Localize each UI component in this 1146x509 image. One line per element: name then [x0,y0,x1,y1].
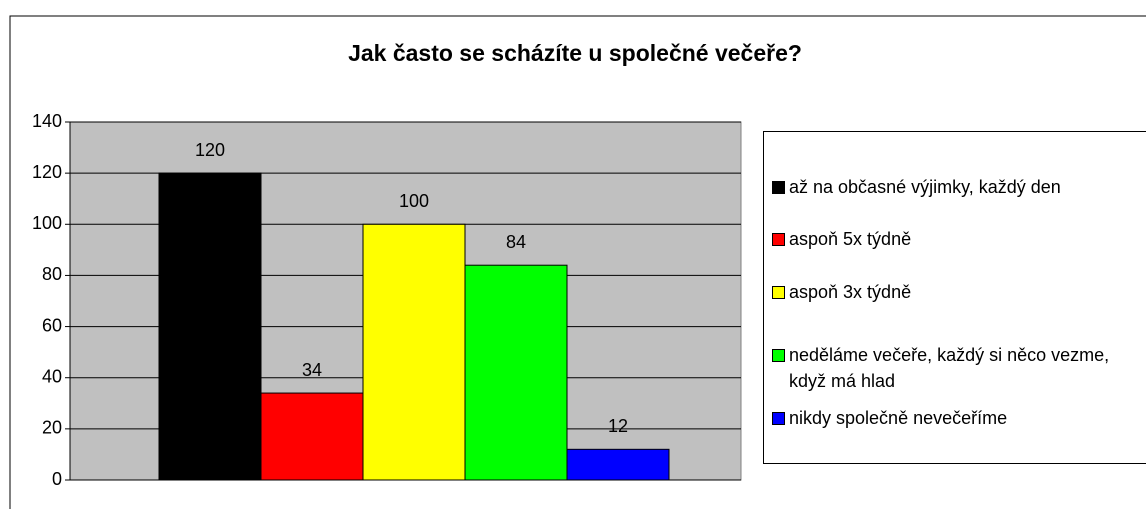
data-label: 120 [195,140,225,160]
legend-label: aspoň 5x týdně [789,229,912,249]
legend-label: neděláme večeře, každý si něco vezme, kd… [789,345,1110,391]
y-tick-label: 60 [42,315,62,335]
bar [260,392,364,481]
data-label: 84 [506,232,526,252]
legend-entry: aspoň 5x týdně [772,226,1146,252]
bar [158,172,262,481]
y-tick-label: 100 [32,213,62,233]
y-tick-label: 80 [42,264,62,284]
legend-swatch [772,349,785,362]
bar [566,448,670,481]
y-tick-label: 0 [52,469,62,489]
y-tick-label: 140 [32,111,62,131]
data-label: 100 [399,191,429,211]
legend-swatch [772,233,785,246]
legend-entry: až na občasné výjimky, každý den [772,174,1146,200]
y-tick-label: 120 [32,162,62,182]
legend-entry: aspoň 3x týdně [772,279,1146,305]
legend-label: aspoň 3x týdně [789,282,912,302]
bar [464,264,568,481]
legend: až na občasné výjimky, každý den aspoň 5x… [763,131,1146,464]
legend-swatch [772,412,785,425]
bar [362,223,466,481]
legend-label: až na občasné výjimky, každý den [789,177,1061,197]
data-label: 34 [302,360,322,380]
y-tick-label: 20 [42,418,62,438]
legend-entry: neděláme večeře, každý si něco vezme, kd… [772,342,1146,394]
data-label: 12 [608,416,628,436]
legend-swatch [772,181,785,194]
legend-swatch [772,286,785,299]
chart-title: Jak často se scházíte u společné večeře? [348,40,802,66]
legend-entry: nikdy společně nevečeříme [772,405,1146,431]
legend-label: nikdy společně nevečeříme [789,408,1008,428]
y-tick-label: 40 [42,366,62,386]
